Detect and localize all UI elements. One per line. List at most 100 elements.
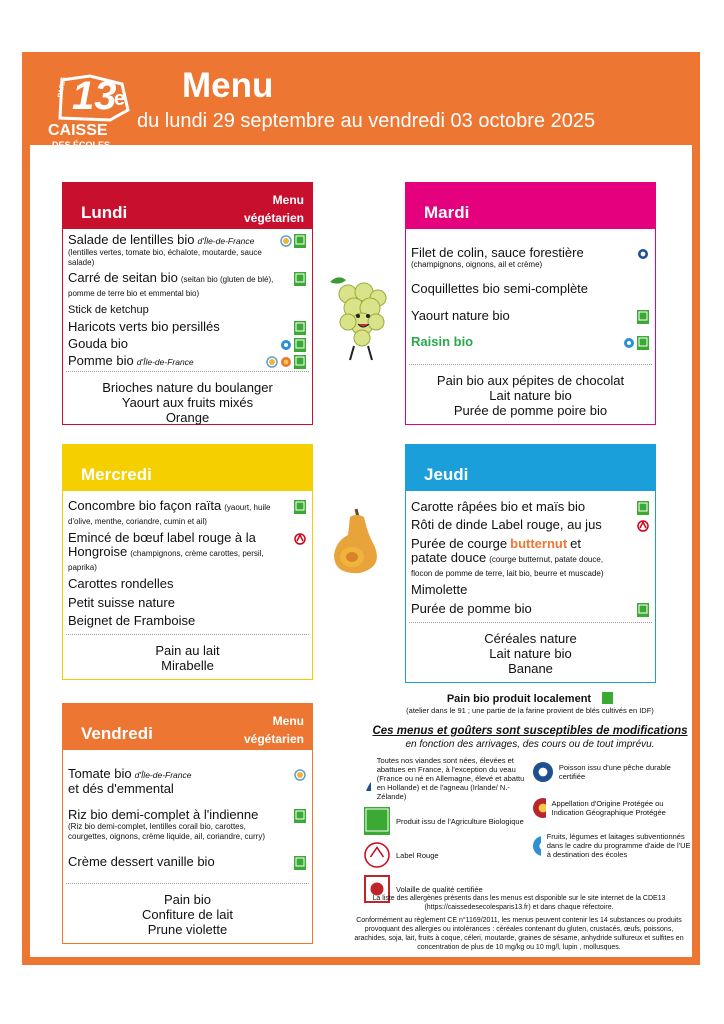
subtitle: du lundi 29 septembre au vendredi 03 oct… — [137, 110, 596, 132]
title: Menu — [182, 66, 274, 105]
dish: Carré de seitan bio (seitan bio (gluten d… — [68, 271, 308, 299]
snack-item: Orange — [165, 410, 210, 425]
dish-text: Haricots verts bio persillés — [68, 319, 220, 334]
dish-text: Carottes rondelles — [68, 576, 174, 592]
legend-row: Label Rouge — [364, 841, 530, 869]
snack-item: Céréales nature — [484, 631, 577, 646]
dish-text: Rôti de dinde Label rouge, au jus — [411, 517, 602, 532]
dish-text: (champignons, crème carottes, persil, pa… — [68, 549, 264, 573]
legend-text: Toutes nos viandes sont nées, élevées et… — [376, 756, 525, 801]
snack-item: Pain au lait — [155, 643, 220, 658]
icon-eu — [624, 338, 634, 349]
day-card: Jeudi Carotte râpées bio et maïs bio Rôti … — [405, 444, 656, 683]
icon-ab — [602, 692, 614, 704]
snack-item: Pain bio — [164, 892, 211, 907]
dish: Carotte râpées bio et maïs bio — [411, 499, 651, 515]
icon-ab — [294, 809, 306, 823]
dish: Crème dessert vanille bio — [68, 854, 308, 870]
dish-icons — [637, 500, 649, 515]
dish: Purée de courge butternut et patate douce(… — [411, 535, 651, 579]
icon-fruit — [281, 357, 291, 367]
dish-text: (champignons, oignons, ail et crème) — [411, 259, 543, 269]
day-name: Jeudi — [424, 465, 469, 484]
icon-idf — [294, 768, 306, 781]
grapes-illustration — [330, 277, 387, 361]
dish-text: Tomate bio — [68, 765, 132, 781]
dish: Beignet de Framboise — [68, 613, 308, 628]
dish-text: (seitan bio (gluten de blé), pomme de te… — [68, 275, 274, 298]
dish-icons — [294, 321, 306, 335]
dish: Tomate bio d'Île-de-France et dés d'emment… — [68, 765, 308, 796]
day-header: Vendredi Menu végétarien — [63, 704, 312, 750]
dish-list: Salade de lentilles bio d'Île-de-France (l… — [63, 229, 312, 371]
icon-ab — [637, 602, 649, 617]
legend-text: Poisson issu d'une pêche durable certifi… — [558, 763, 671, 781]
dish: Yaourt nature bio — [411, 308, 651, 324]
local-bread: Pain bio produit localement — [360, 692, 700, 705]
dish: Gouda bio — [68, 337, 308, 352]
day-header: Mercredi — [63, 445, 312, 491]
snack-item: Mirabelle — [161, 658, 214, 673]
warning-detail: en fonction des arrivages, des cours ou … — [405, 739, 655, 750]
legend-text: Appellation d'Origine Protégée ou Indica… — [551, 799, 666, 817]
snack-item: Brioches nature du boulanger — [102, 380, 273, 395]
day-tag: Menu végétarien — [243, 193, 304, 225]
icon-peche — [638, 248, 648, 259]
dish-icons — [294, 532, 306, 546]
icon-ab — [637, 309, 649, 324]
legend-row: Produit issu de l'Agriculture Biologique — [364, 807, 530, 835]
dish-icons — [637, 309, 649, 324]
legend-row: Appellation d'Origine Protégée ou Indica… — [532, 796, 692, 820]
dish-text: Purée de pomme bio — [411, 600, 532, 616]
dish-list: Tomate bio d'Île-de-France et dés d'emment… — [63, 750, 312, 883]
snack-list: Céréales nature Lait nature bio Banane — [406, 623, 655, 682]
logo-number: 13 — [72, 74, 117, 118]
snack-item: Banane — [508, 661, 553, 676]
dish-text: Filet de colin, sauce forestière — [411, 244, 584, 260]
dish: Rôti de dinde Label rouge, au jus — [411, 518, 651, 532]
dish: Purée de pomme bio — [411, 600, 651, 617]
day-card: Mercredi Concombre bio façon raïta (yaourt… — [62, 444, 313, 680]
footer: La liste des allergènes présents dans le… — [348, 894, 690, 956]
dish-text: Emincé de bœuf label rouge à la Hongrois… — [68, 530, 256, 560]
legend-text: Label Rouge — [396, 850, 439, 860]
snack-item: Lait nature bio — [489, 388, 572, 403]
dish-text: Purée de courge — [411, 535, 508, 551]
dish-text: Salade de lentilles bio — [68, 232, 195, 247]
dish-text: d'Île-de-France — [134, 769, 192, 780]
dish-text: (yaourt, huile d'olive, menthe, coriandr… — [68, 503, 271, 527]
dish: Concombre bio façon raïta (yaourt, huile … — [68, 499, 308, 527]
separator — [409, 622, 652, 623]
snack-list: Pain bio aux pépites de chocolat Lait nat… — [406, 365, 655, 424]
dish: Petit suisse nature — [68, 595, 308, 610]
day-name: Lundi — [81, 203, 128, 222]
dish: Haricots verts bio persillés — [68, 319, 308, 335]
icon-ab — [637, 500, 649, 515]
icon-peche — [533, 762, 553, 782]
dish-icons — [294, 809, 306, 823]
icon-ab — [294, 234, 306, 248]
snack-list: Pain bio Confiture de lait Prune violette — [63, 884, 312, 943]
icon-ab — [364, 807, 390, 835]
dish-icons — [266, 355, 306, 369]
dish-text: Carré de seitan bio — [68, 270, 178, 285]
dish-icons — [294, 768, 306, 782]
snack-item: Prune violette — [147, 922, 228, 937]
dish: Emincé de bœuf label rouge à la Hongrois… — [68, 531, 308, 573]
dish: Stick de ketchup — [68, 302, 308, 317]
icon-volaille — [364, 875, 390, 903]
separator — [66, 634, 309, 635]
snack-item: Pain bio aux pépites de chocolat — [436, 373, 625, 388]
day-tag: Menu végétarien — [243, 714, 304, 746]
icon-ab — [294, 855, 306, 870]
dish-icons — [637, 247, 649, 261]
dish-text: (courge butternut, patate douce, flocon … — [411, 554, 604, 578]
snack-item: Yaourt aux fruits mixés — [121, 395, 254, 410]
legend-text: Produit issu de l'Agriculture Biologique — [396, 816, 524, 826]
icon-ab — [294, 321, 306, 335]
local-bread-detail: (atelier dans le 91 ; une partie de la f… — [406, 706, 654, 715]
dish-icons — [637, 602, 649, 617]
dish-text: (Riz bio demi-complet, lentilles corail … — [68, 822, 265, 841]
icon-idf — [280, 235, 292, 247]
